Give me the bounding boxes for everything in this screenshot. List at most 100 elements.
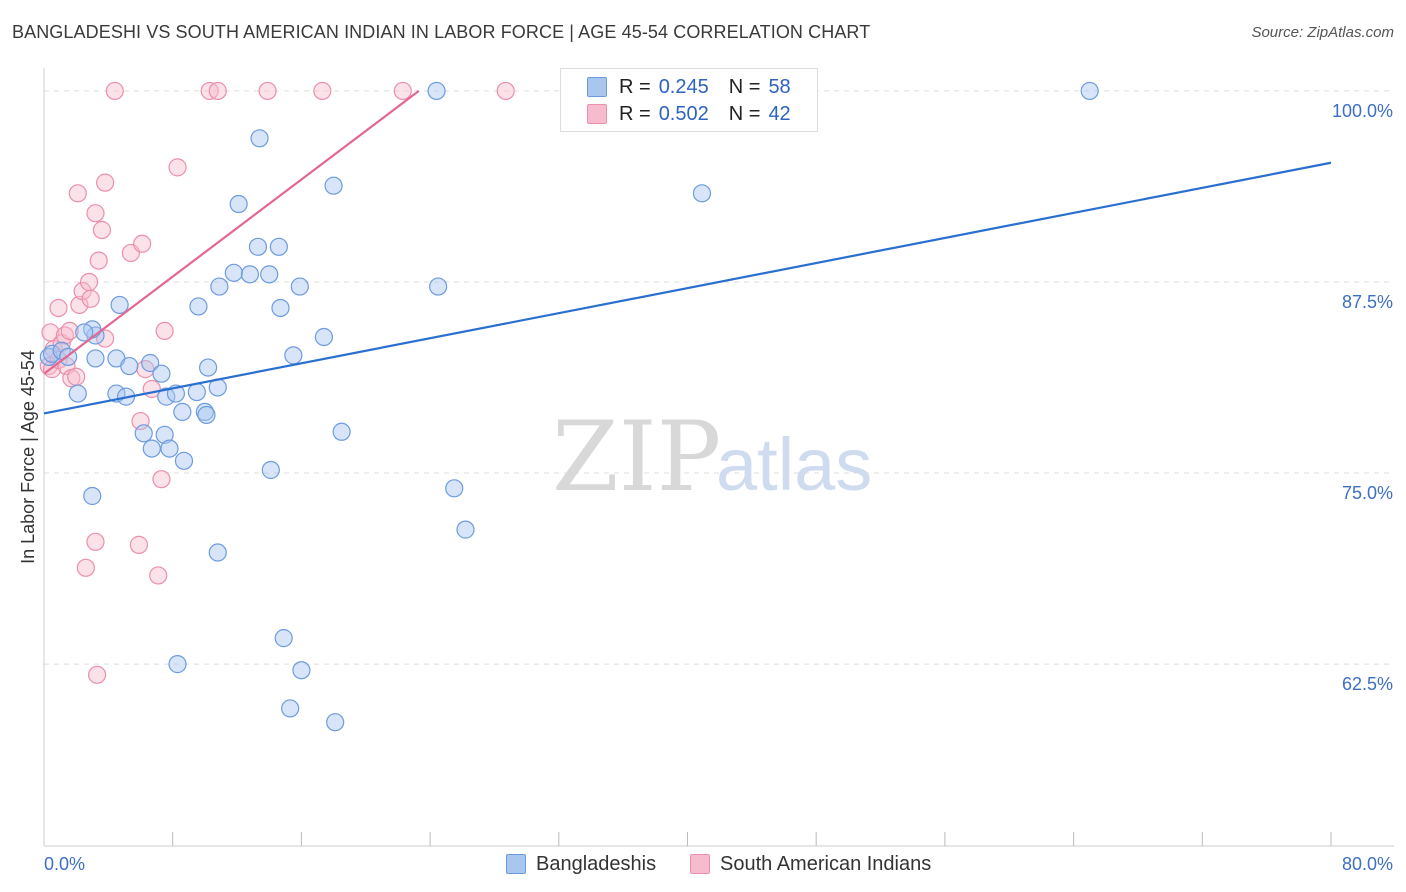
south-american-indian-point	[105, 81, 124, 101]
south-american-indian-point	[92, 220, 112, 240]
bangladeshi-point	[173, 402, 192, 422]
bangladeshi-point	[281, 699, 300, 718]
south-american-indian-point	[155, 321, 174, 340]
bangladeshi-point	[284, 346, 303, 365]
bangladeshi-point	[134, 424, 153, 443]
axes	[43, 68, 1394, 847]
bangladeshi-point	[269, 237, 288, 256]
series-south-american-indians	[39, 81, 515, 684]
legend-r-value-south-american-indians: 0.502	[658, 102, 709, 125]
south-american-indian-point	[87, 665, 107, 684]
x-tick-label: 0.0%	[44, 854, 85, 874]
legend-n-label: N =	[728, 102, 761, 125]
south-american-indian-point	[60, 321, 79, 340]
bottom-legend-label-south-american-indians: South American Indians	[720, 852, 932, 875]
bangladeshi-point	[229, 194, 248, 214]
south-american-indian-point	[79, 272, 99, 292]
bangladeshi-point	[208, 543, 227, 562]
bangladeshi-point	[197, 405, 216, 425]
y-tick-label: 62.5%	[1342, 674, 1393, 694]
bangladeshi-point	[248, 237, 268, 256]
south-american-indian-point	[168, 158, 187, 177]
bangladeshi-point	[324, 176, 343, 195]
south-american-indian-point	[393, 81, 412, 101]
y-tick-label: 75.0%	[1342, 483, 1393, 503]
legend-r-label: R =	[619, 75, 651, 98]
bottom-legend-bangladeshis: Bangladeshis	[506, 852, 656, 876]
bangladeshi-point	[195, 402, 214, 422]
y-tick-label: 87.5%	[1342, 292, 1393, 312]
trend-line-south-american-indians	[43, 90, 420, 375]
south-american-indian-point	[67, 367, 86, 386]
chart-title: BANGLADESHI VS SOUTH AMERICAN INDIAN IN …	[12, 22, 871, 42]
watermark-zip: ZIP	[552, 401, 721, 513]
bangladeshi-point	[141, 353, 160, 373]
y-tick-label: 100.0%	[1332, 101, 1393, 121]
bangladeshi-point	[261, 460, 280, 480]
bangladeshi-point	[260, 265, 279, 284]
series-bangladeshis	[39, 81, 1099, 732]
gridlines	[44, 90, 1394, 665]
bangladeshi-point	[189, 297, 208, 316]
legend-n-value-bangladeshis: 58	[768, 75, 791, 98]
legend-swatch-south-american-indians	[587, 104, 607, 124]
bangladeshi-point	[142, 439, 161, 458]
bangladeshi-point	[292, 661, 311, 680]
legend-r-label: R =	[619, 102, 651, 125]
bangladeshi-point	[1080, 81, 1099, 101]
bangladeshi-point	[68, 384, 87, 403]
bangladeshi-point	[174, 451, 194, 470]
bangladeshi-point	[429, 277, 448, 296]
bangladeshi-point	[250, 129, 269, 148]
y-axis-label: In Labor Force | Age 45-54	[18, 350, 38, 564]
south-american-indian-point	[49, 298, 68, 318]
bangladeshi-point	[314, 327, 334, 347]
south-american-indian-point	[70, 295, 89, 315]
legend-n-value-south-american-indians: 42	[768, 102, 791, 125]
south-american-indian-point	[129, 535, 149, 554]
bottom-legend-south-american-indians: South American Indians	[690, 852, 931, 876]
bangladeshi-point	[110, 295, 129, 315]
bangladeshi-point	[427, 81, 446, 101]
watermark: ZIP atlas	[552, 401, 872, 513]
bangladeshi-point	[210, 277, 229, 296]
south-american-indian-point	[68, 184, 87, 203]
legend-r-value-bangladeshis: 0.245	[658, 75, 709, 98]
trend-line-bangladeshis	[43, 161, 1332, 415]
bangladeshi-point	[187, 382, 206, 402]
south-american-indian-point	[496, 81, 515, 101]
bangladeshi-point	[224, 263, 243, 282]
bottom-legend-label-bangladeshis: Bangladeshis	[536, 852, 657, 875]
south-american-indian-point	[152, 470, 171, 489]
south-american-indian-point	[81, 289, 100, 308]
correlation-legend: R = 0.245 N = 58 R = 0.502 N = 42	[560, 68, 818, 132]
bangladeshi-point	[155, 425, 174, 444]
x-axis-ticks: 0.0% 80.0%	[44, 832, 1393, 874]
legend-row-south-american-indians: R = 0.502 N = 42	[619, 101, 791, 127]
bangladeshi-point	[160, 439, 179, 458]
bangladeshi-point	[120, 356, 139, 376]
bangladeshi-point	[332, 422, 351, 441]
bangladeshi-point	[271, 298, 290, 318]
bangladeshi-point	[445, 479, 464, 498]
bottom-legend-swatch-bangladeshis	[506, 854, 526, 874]
bangladeshi-point	[198, 358, 218, 377]
south-american-indian-point	[96, 173, 115, 192]
bangladeshi-point	[83, 486, 102, 506]
south-american-indian-point	[89, 251, 108, 270]
bangladeshi-point	[152, 364, 171, 383]
legend-row-bangladeshis: R = 0.245 N = 58	[619, 74, 791, 100]
south-american-indian-point	[86, 532, 105, 551]
bangladeshi-point	[326, 713, 345, 732]
south-american-indian-point	[149, 566, 168, 585]
source-credit: Source: ZipAtlas.com	[1251, 24, 1394, 41]
south-american-indian-point	[133, 234, 152, 253]
south-american-indian-point	[76, 558, 95, 577]
bangladeshi-point	[456, 520, 475, 539]
south-american-indian-point	[208, 81, 227, 101]
bangladeshi-point	[692, 184, 712, 203]
bangladeshi-point	[290, 277, 309, 296]
bangladeshi-point	[274, 629, 293, 648]
y-tick-labels: 100.0% 87.5% 75.0% 62.5%	[1332, 101, 1393, 694]
bangladeshi-point	[240, 265, 260, 284]
